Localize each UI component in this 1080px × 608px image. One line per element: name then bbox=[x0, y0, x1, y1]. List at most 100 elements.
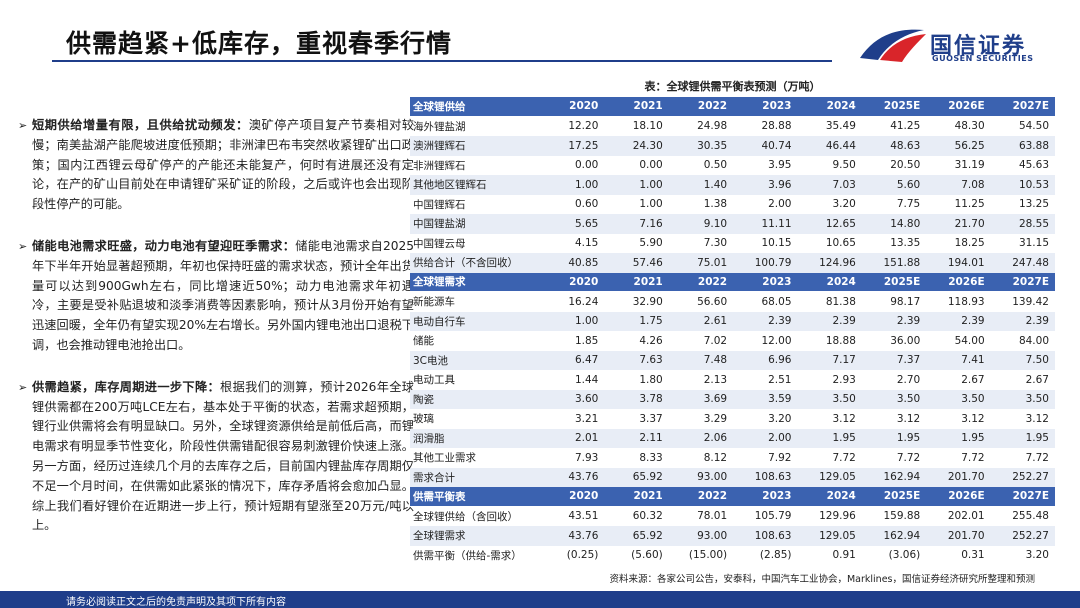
header-cell: 2025E bbox=[883, 490, 921, 503]
table-cell: 1.00 bbox=[574, 178, 599, 191]
table-cell: 其他工业需求 bbox=[413, 452, 476, 465]
table-cell: 其他地区锂辉石 bbox=[413, 179, 487, 192]
table-cell: 35.49 bbox=[825, 120, 856, 133]
table-cell: 46.44 bbox=[825, 139, 856, 152]
table-cell: 21.70 bbox=[954, 217, 985, 230]
table-cell: 247.48 bbox=[1012, 256, 1049, 269]
table-cell: 11.11 bbox=[761, 217, 792, 230]
table-cell: (3.06) bbox=[888, 549, 921, 562]
table-cell: 澳洲锂辉石 bbox=[413, 140, 466, 153]
table-cell: 60.32 bbox=[632, 510, 663, 523]
logo-subtext: GUOSEN SECURITIES bbox=[932, 54, 1034, 63]
table-cell: 13.35 bbox=[890, 237, 921, 250]
table-cell: 3.20 bbox=[768, 412, 792, 425]
table-row: 储能 1.85 4.26 7.02 12.00 18.88 36.00 54.00 84.00 bbox=[410, 331, 1055, 351]
table-cell: 0.50 bbox=[703, 159, 728, 172]
table-row: 需求合计 43.76 65.92 93.00 108.63 129.05 162.94 201… bbox=[410, 467, 1055, 487]
table-cell: 2.00 bbox=[768, 432, 792, 445]
table-row: 其他地区锂辉石 1.00 1.00 1.40 3.96 7.03 5.60 7.08 10.53 bbox=[410, 175, 1055, 195]
table-cell: 16.24 bbox=[568, 295, 599, 308]
header-cell: 2021 bbox=[633, 100, 663, 113]
table-cell: 65.92 bbox=[632, 471, 663, 484]
table-cell: 中国锂盐湖 bbox=[413, 218, 466, 231]
table-cell: (5.60) bbox=[631, 549, 663, 562]
table-row: 中国锂云母 4.15 5.90 7.30 10.15 10.65 13.35 18.25 31.… bbox=[410, 234, 1055, 254]
table-cell: 11.25 bbox=[954, 198, 985, 211]
table-cell: 3.78 bbox=[639, 393, 663, 406]
table-cell: 4.26 bbox=[639, 334, 663, 347]
table-cell: 36.00 bbox=[890, 334, 921, 347]
header-cell: 2020 bbox=[569, 100, 599, 113]
bullet-list: 短期供给增量有限，且供给扰动频发：澳矿停产项目复产节奏相对较慢；南美盐湖产能爬坡… bbox=[18, 116, 414, 558]
table-cell: 3.69 bbox=[703, 393, 728, 406]
table-row: 全球锂需求 43.76 65.92 93.00 108.63 129.05 162.94 20… bbox=[410, 526, 1055, 546]
header-cell: 2024 bbox=[826, 100, 856, 113]
header-cell: 全球锂需求 bbox=[413, 276, 466, 289]
table-cell: 1.00 bbox=[639, 178, 663, 191]
table-cell: 3.50 bbox=[1025, 393, 1049, 406]
header-cell: 2024 bbox=[826, 275, 856, 288]
table-cell: 2.67 bbox=[1025, 373, 1049, 386]
table-cell: 84.00 bbox=[1018, 334, 1049, 347]
table-cell: 2.01 bbox=[574, 432, 599, 445]
table: 全球锂供给 2020 2021 2022 2023 2024 2025E 2026E 2027E… bbox=[410, 97, 1055, 565]
table-cell: 54.00 bbox=[954, 334, 985, 347]
table-cell: 40.85 bbox=[568, 256, 599, 269]
header-cell: 2023 bbox=[762, 275, 792, 288]
table-cell: 7.48 bbox=[703, 354, 728, 367]
table-cell: 2.67 bbox=[961, 373, 985, 386]
table-row: 中国锂盐湖 5.65 7.16 9.10 11.11 12.65 14.80 21.70 28.… bbox=[410, 214, 1055, 234]
table-cell: 43.76 bbox=[568, 529, 599, 542]
table-cell: 129.96 bbox=[819, 510, 856, 523]
header-cell: 2026E bbox=[948, 490, 985, 503]
header-cell: 2027E bbox=[1012, 490, 1049, 503]
table-cell: 18.88 bbox=[825, 334, 856, 347]
table-cell: 0.00 bbox=[574, 159, 599, 172]
table-cell: 3.12 bbox=[961, 412, 985, 425]
table-cell: 98.17 bbox=[890, 295, 921, 308]
table-cell: 储能 bbox=[413, 335, 434, 348]
table-cell: 2.00 bbox=[768, 198, 792, 211]
table-cell: 93.00 bbox=[697, 471, 728, 484]
table-cell: 2.39 bbox=[896, 315, 921, 328]
table-cell: 6.47 bbox=[574, 354, 599, 367]
table-cell: 1.00 bbox=[639, 198, 663, 211]
table-header-row: 全球锂需求 2020 2021 2022 2023 2024 2025E 2026E 2027E bbox=[410, 272, 1055, 292]
table-cell: 159.88 bbox=[883, 510, 921, 523]
table-cell: 2.39 bbox=[832, 315, 856, 328]
header-cell: 2020 bbox=[569, 490, 599, 503]
table-cell: 43.76 bbox=[568, 471, 599, 484]
table-cell: 2.11 bbox=[639, 432, 663, 445]
table-cell: 3.59 bbox=[768, 393, 792, 406]
logo-mark bbox=[860, 29, 926, 62]
table-cell: 40.74 bbox=[761, 139, 792, 152]
table-cell: 7.93 bbox=[574, 451, 599, 464]
table-cell: 1.75 bbox=[639, 315, 663, 328]
header-cell: 2027E bbox=[1012, 275, 1049, 288]
table-cell: 海外锂盐湖 bbox=[413, 120, 466, 133]
table-cell: 电动工具 bbox=[413, 374, 455, 387]
table-cell: 12.00 bbox=[761, 334, 792, 347]
header-cell: 2024 bbox=[826, 490, 856, 503]
table-cell: 17.25 bbox=[568, 139, 599, 152]
table-cell: 7.08 bbox=[961, 178, 985, 191]
table-cell: 12.65 bbox=[825, 217, 856, 230]
table-cell: 8.12 bbox=[703, 451, 728, 464]
table-cell: 13.25 bbox=[1018, 198, 1049, 211]
table-cell: 9.50 bbox=[832, 159, 856, 172]
table-cell: 12.20 bbox=[568, 120, 599, 133]
table-cell: 全球锂供给（含回收） bbox=[413, 510, 518, 523]
table-row: 中国锂辉石 0.60 1.00 1.38 2.00 3.20 7.75 11.25 13.25 bbox=[410, 195, 1055, 215]
table-cell: 10.65 bbox=[825, 237, 856, 250]
table-cell: 1.44 bbox=[574, 373, 599, 386]
header-cell: 2023 bbox=[762, 490, 792, 503]
footer-text: 请务必阅读正文之后的免责声明及其项下所有内容 bbox=[66, 597, 286, 608]
table-cell: 7.37 bbox=[896, 354, 921, 367]
table-cell: 201.70 bbox=[947, 529, 985, 542]
table-row: 非洲锂辉石 0.00 0.00 0.50 3.95 9.50 20.50 31.19 45.63 bbox=[410, 156, 1055, 176]
table-cell: 陶瓷 bbox=[413, 393, 434, 406]
table-cell: 14.80 bbox=[890, 217, 921, 230]
table-cell: 1.85 bbox=[574, 334, 599, 347]
title-rule bbox=[52, 60, 832, 62]
